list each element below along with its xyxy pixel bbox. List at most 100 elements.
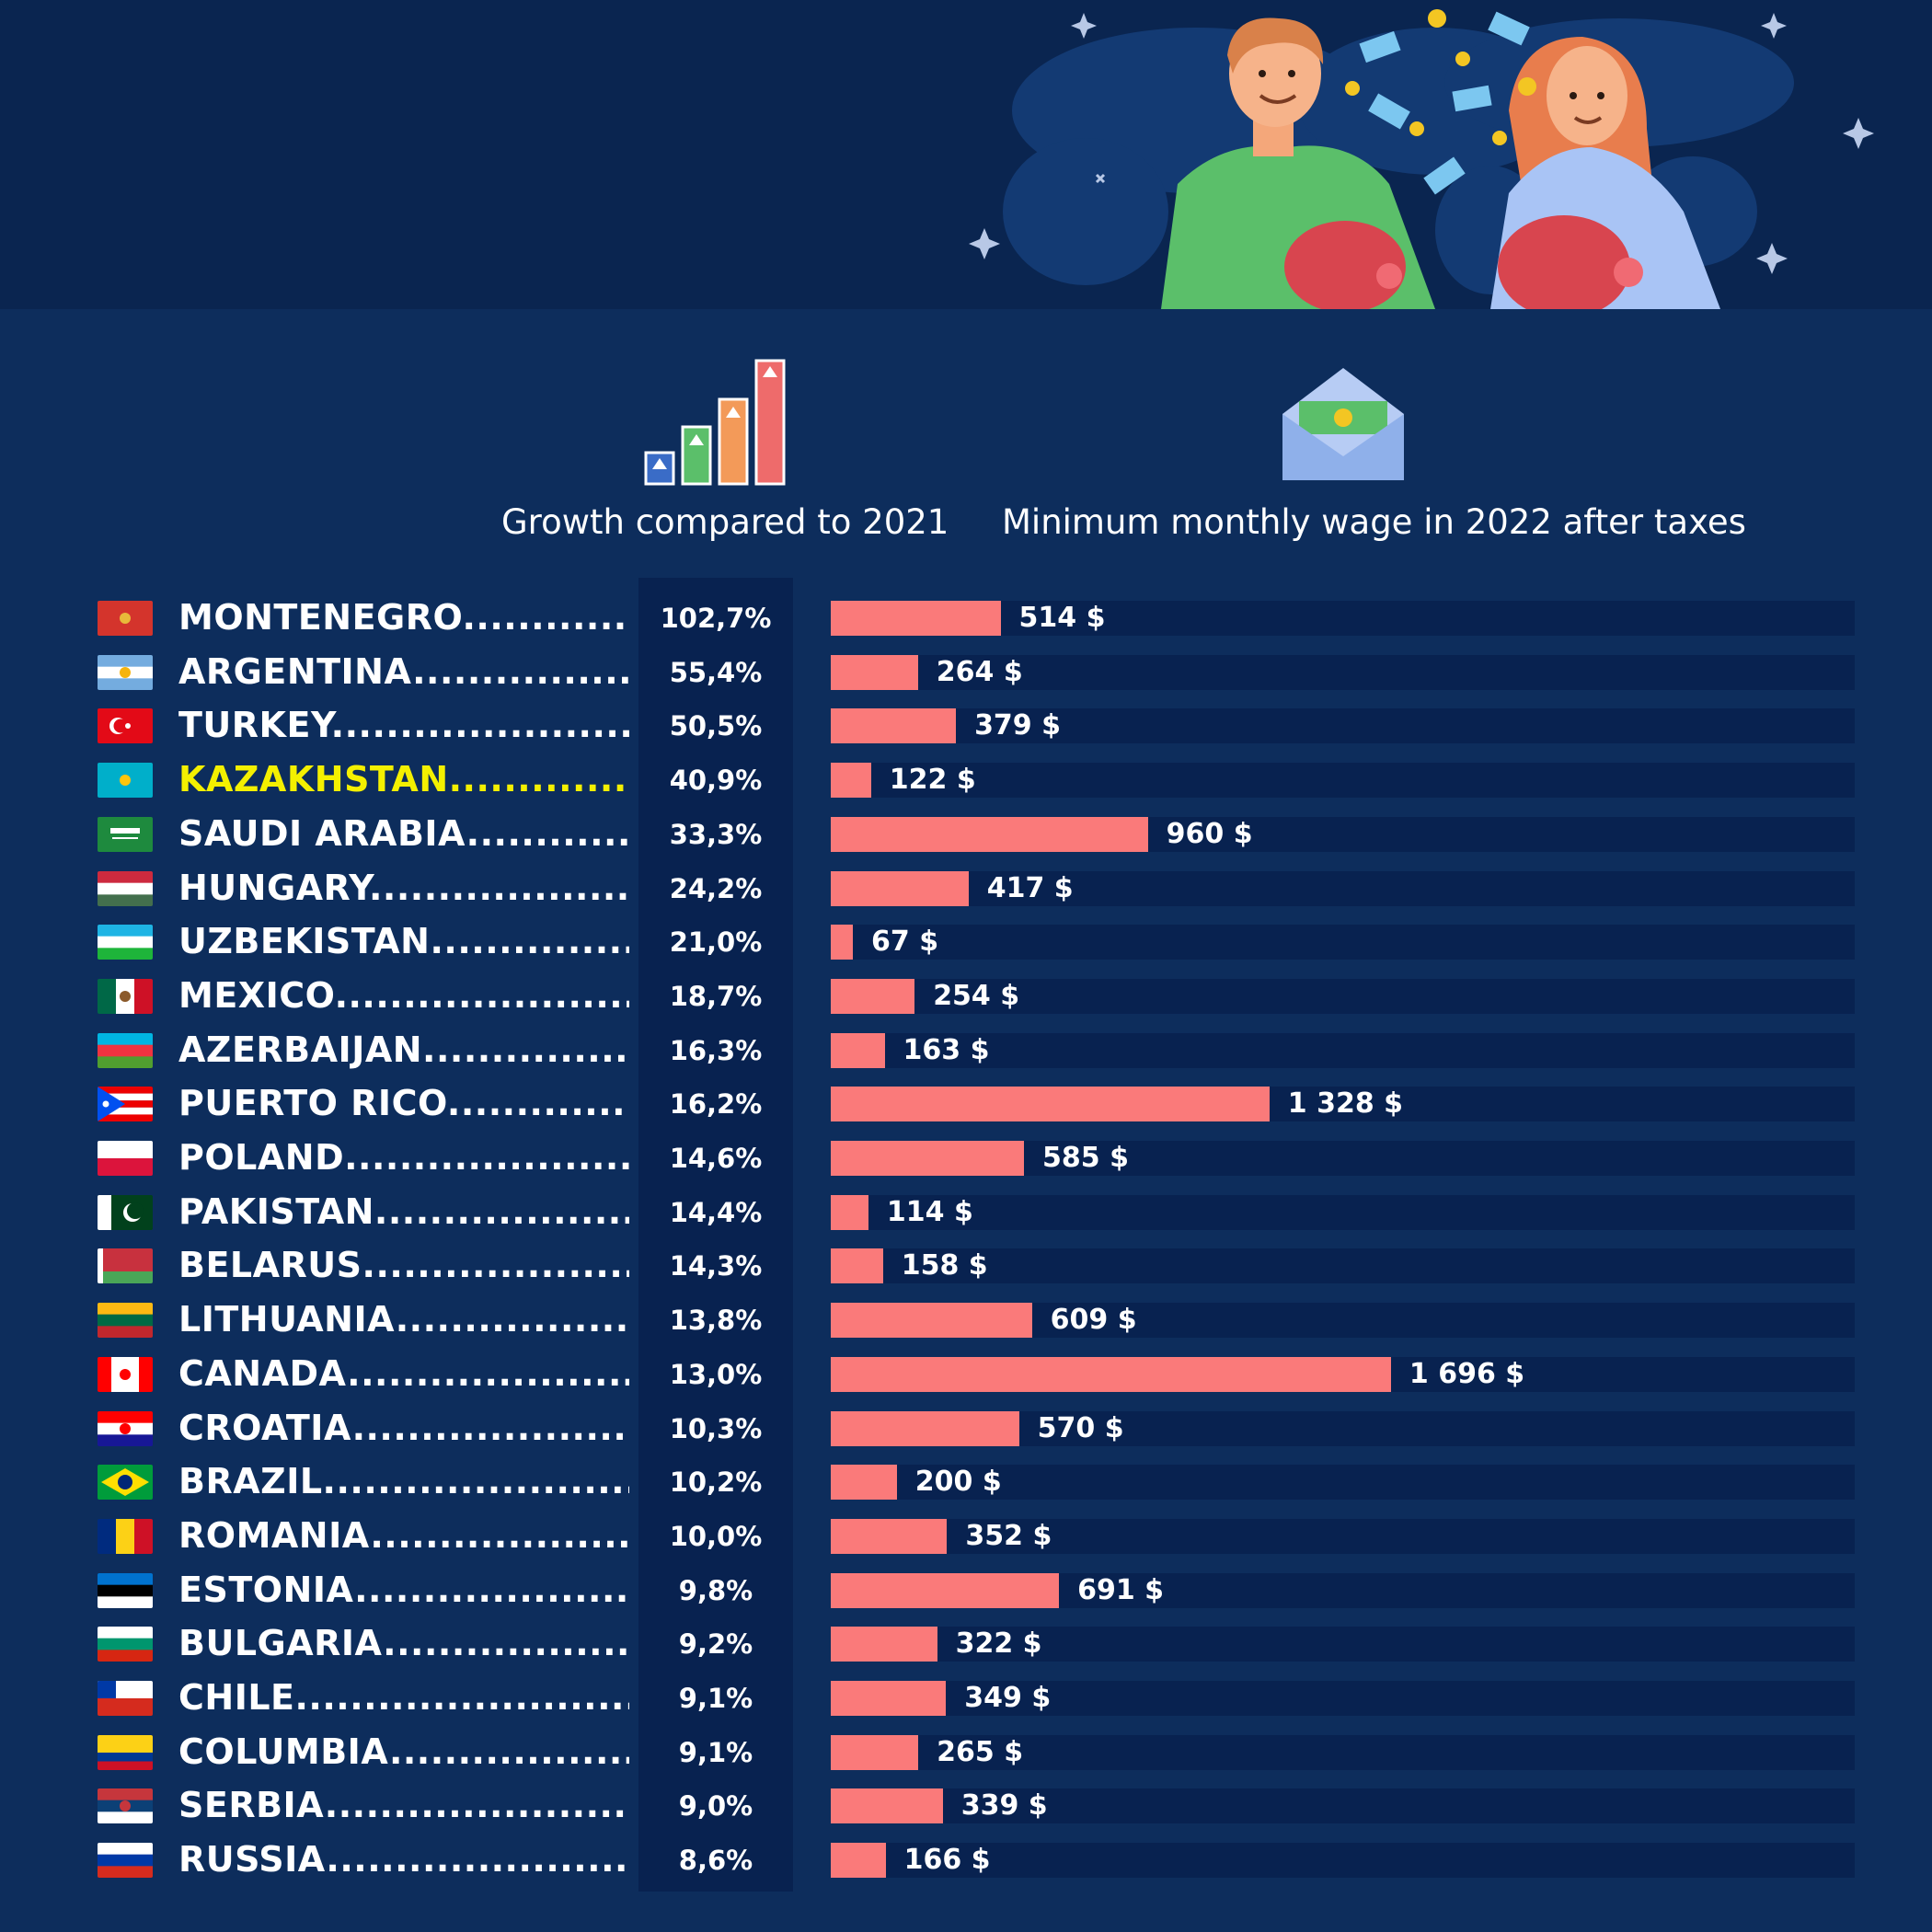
growth-value-label: 14,6% (669, 1143, 763, 1174)
wage-bar (831, 1356, 1391, 1392)
growth-value-label: 102,7% (660, 603, 772, 634)
flag-icon (98, 1303, 153, 1339)
wage-bar (831, 601, 1001, 636)
flag-icon (98, 1627, 153, 1662)
growth-value-label: 16,2% (669, 1088, 763, 1121)
bar-track (831, 1465, 1855, 1501)
chart-row: POLAND..................................… (0, 1133, 1932, 1187)
wage-bar (831, 1788, 943, 1824)
chart-row: TURKEY..................................… (0, 701, 1932, 754)
people-money-illustration (969, 9, 1874, 309)
wage-value-label: 67 $ (871, 926, 939, 959)
wage-value-label: 691 $ (1077, 1573, 1165, 1606)
country-label: SAUDI ARABIA............................… (178, 812, 629, 854)
wage-bar (831, 870, 969, 906)
flag-icon (98, 1194, 153, 1230)
flag-icon (98, 1843, 153, 1879)
chart-row: UZBEKISTAN..............................… (0, 917, 1932, 971)
country-label: PAKISTAN................................… (178, 1190, 629, 1232)
growth-value-label: 33,3% (669, 818, 763, 850)
wage-value-label: 265 $ (937, 1735, 1024, 1768)
wage-value-label: 166 $ (903, 1844, 991, 1877)
flag-icon (98, 1734, 153, 1770)
growth-value-label: 9,1% (678, 1736, 753, 1768)
chart-row: RUSSIA..................................… (0, 1835, 1932, 1889)
bar-track (831, 1194, 1855, 1230)
wage-bar (831, 1681, 947, 1716)
flag-icon (98, 1681, 153, 1716)
country-label: AZERBAIJAN..............................… (178, 1029, 629, 1070)
country-label: LITHUANIA...............................… (178, 1299, 629, 1340)
country-label: ROMANIA.................................… (178, 1514, 629, 1556)
wage-value-label: 570 $ (1037, 1411, 1124, 1444)
country-label: HUNGARY.................................… (178, 867, 629, 908)
wage-bar (831, 1194, 868, 1230)
wage-value-label: 352 $ (965, 1519, 1052, 1552)
flag-icon (98, 978, 153, 1014)
wage-value-label: 1 328 $ (1287, 1087, 1404, 1121)
bar-track (831, 1627, 1855, 1662)
chart-row: MEXICO..................................… (0, 972, 1932, 1025)
bar-track (831, 1248, 1855, 1284)
chart-row: HUNGARY.................................… (0, 864, 1932, 917)
wage-bar (831, 1627, 937, 1662)
flag-icon (98, 1410, 153, 1446)
wage-bar (831, 978, 915, 1014)
growth-value-label: 10,2% (669, 1466, 763, 1499)
growth-value-label: 21,0% (669, 926, 763, 959)
flag-icon (98, 1572, 153, 1608)
flag-icon (98, 708, 153, 744)
wage-value-label: 163 $ (903, 1033, 990, 1066)
growth-value-label: 9,0% (678, 1790, 753, 1823)
wage-bar (831, 1843, 886, 1879)
country-label: CANADA..................................… (178, 1352, 629, 1394)
header-banner (0, 0, 1932, 309)
country-label: CROATIA.................................… (178, 1407, 629, 1448)
wage-value-label: 960 $ (1166, 817, 1253, 850)
flag-icon (98, 1141, 153, 1176)
chart-row: PUERTO RICO.............................… (0, 1079, 1932, 1133)
chart-row: KAZAKHSTAN..............................… (0, 755, 1932, 809)
wage-value-label: 158 $ (901, 1249, 988, 1282)
country-label: TURKEY..................................… (178, 705, 629, 746)
bar-track (831, 654, 1855, 690)
growth-value-label: 24,2% (669, 872, 763, 904)
wage-header-label: Minimum monthly wage in 2022 after taxes (1002, 502, 1746, 542)
wage-value-label: 349 $ (964, 1682, 1052, 1714)
bar-track (831, 601, 1855, 636)
bar-track (831, 1518, 1855, 1554)
chart-row: SERBIA..................................… (0, 1781, 1932, 1834)
growth-value-label: 13,8% (669, 1305, 763, 1337)
wage-bar (831, 1734, 919, 1770)
wage-bar (831, 1248, 883, 1284)
bar-track (831, 870, 1855, 906)
growth-chart-icon (644, 359, 786, 486)
growth-value-label: 18,7% (669, 980, 763, 1012)
flag-icon (98, 601, 153, 636)
bar-track (831, 1032, 1855, 1068)
wage-bar (831, 1572, 1060, 1608)
flag-icon (98, 1518, 153, 1554)
wage-value-label: 264 $ (936, 655, 1023, 688)
country-label: BULGARIA................................… (178, 1623, 629, 1664)
wage-bar (831, 816, 1148, 852)
wage-value-label: 585 $ (1042, 1142, 1129, 1174)
flag-icon (98, 870, 153, 906)
chart-row: LITHUANIA...............................… (0, 1295, 1932, 1349)
wage-value-label: 1 696 $ (1409, 1357, 1525, 1390)
chart-row: ROMANIA.................................… (0, 1512, 1932, 1565)
growth-value-label: 9,8% (678, 1574, 753, 1606)
flag-icon (98, 1788, 153, 1824)
flag-icon (98, 1087, 153, 1122)
growth-value-label: 10,3% (669, 1412, 763, 1444)
country-label: COLUMBIA................................… (178, 1731, 629, 1772)
chart-row: MONTENEGRO..............................… (0, 593, 1932, 647)
country-label: ARGENTINA...............................… (178, 650, 629, 692)
wage-value-label: 200 $ (914, 1466, 1002, 1499)
growth-value-label: 40,9% (669, 765, 763, 797)
flag-icon (98, 1465, 153, 1501)
growth-value-label: 13,0% (669, 1358, 763, 1390)
wage-bar (831, 1410, 1019, 1446)
wage-bar (831, 1087, 1270, 1122)
country-label: BRAZIL..................................… (178, 1461, 629, 1502)
